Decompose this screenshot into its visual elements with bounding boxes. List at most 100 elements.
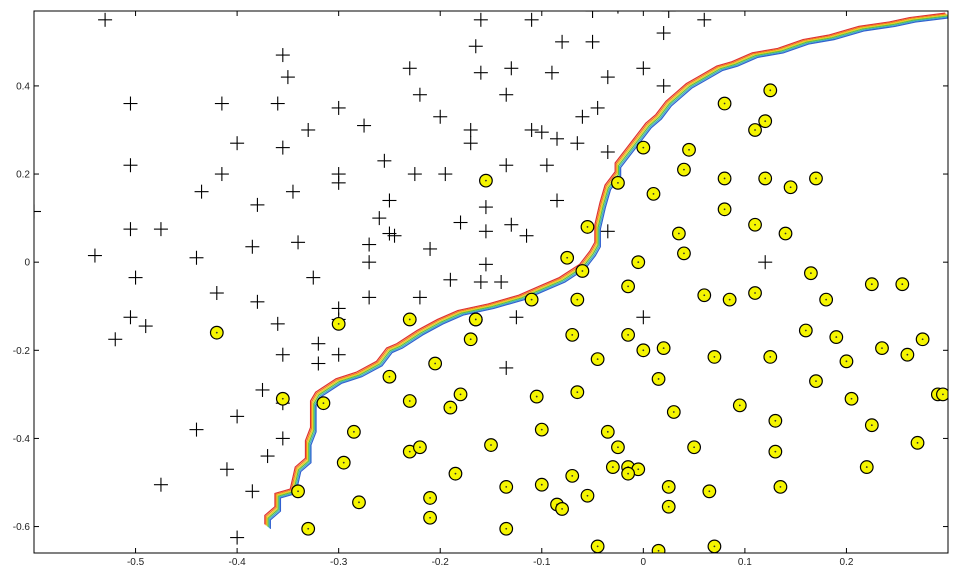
negative-point [504,61,519,76]
positive-point [575,264,590,278]
positive-point [382,369,397,384]
positive-point [768,444,783,459]
negative-point [524,122,539,137]
negative-point [260,449,275,464]
negative-point [362,290,377,305]
positive-point [580,220,595,234]
negative-point [230,530,245,545]
positive-point [529,389,544,404]
positive-point [479,173,493,188]
negative-point [575,109,590,124]
positive-point [448,466,463,481]
positive-point [707,539,722,553]
positive-point [423,510,437,525]
positive-point [661,480,676,494]
negative-point [473,65,488,80]
y-tick-label: -0.6 [13,522,31,533]
positive-point [555,502,569,516]
negative-point [189,422,204,437]
negative-point [270,316,285,331]
negative-point [661,11,676,18]
positive-point [682,142,696,157]
positive-point [819,292,834,307]
negative-point [153,222,168,237]
positive-point [570,385,585,400]
positive-point [900,347,915,362]
positive-point [829,330,844,344]
positive-point [697,288,712,303]
positive-point [209,325,224,340]
negative-point [387,228,402,243]
negative-point [372,211,387,226]
positive-point [702,484,717,499]
negative-point [230,409,245,424]
negative-point [331,100,346,115]
positive-point [778,226,793,241]
positive-class-markers [209,83,948,553]
negative-point [230,136,245,151]
negative-point [499,87,514,102]
negative-point [509,310,524,325]
negative-point [519,228,534,243]
positive-point [428,356,443,371]
negative-point [478,200,493,215]
negative-point [697,12,712,27]
negative-point [656,78,671,93]
positive-point [524,292,539,307]
negative-point [590,100,605,115]
negative-point [438,167,453,182]
positive-point [565,327,580,342]
positive-point [621,279,635,294]
negative-point [412,87,427,102]
negative-point [585,34,600,49]
y-tick-label: -0.4 [13,434,31,445]
positive-point [677,162,691,177]
negative-point [362,255,377,270]
x-tick-label: 0.1 [738,557,752,568]
positive-point [687,440,702,455]
positive-point [717,96,732,111]
positive-point [748,123,762,137]
x-tick-label: -0.4 [228,557,246,568]
positive-point [336,455,351,470]
positive-point [413,440,427,455]
decision-boundary-line [268,16,948,528]
negative-point [362,237,377,252]
x-tick-label: -0.3 [330,557,348,568]
positive-point [611,440,625,455]
positive-point [534,477,549,492]
negative-point [245,239,260,254]
positive-point [565,468,580,483]
negative-point [550,131,565,146]
negative-point [311,336,326,351]
negative-point [407,167,422,182]
negative-point [478,257,493,272]
positive-point [423,491,437,505]
negative-point [275,347,290,362]
plot-frame [33,10,949,554]
positive-point [352,495,366,510]
negative-point [270,96,285,111]
negative-point [504,217,519,232]
positive-point [600,424,615,439]
negative-point [423,241,438,256]
positive-point [580,488,595,503]
negative-point [433,109,448,124]
positive-point [732,398,747,413]
negative-point [250,197,265,212]
negative-point [357,118,372,133]
negative-point [463,122,478,137]
positive-point [722,292,737,307]
positive-point [590,539,605,553]
negative-point [570,136,585,151]
positive-point [402,312,417,327]
negative-point [275,48,290,63]
x-tick-label: 0.2 [839,557,853,568]
positive-point [804,266,818,281]
positive-point [666,405,681,419]
negative-point [331,347,346,362]
positive-point [560,250,575,265]
negative-point [123,158,138,173]
positive-point [463,332,478,347]
negative-point [123,310,138,325]
